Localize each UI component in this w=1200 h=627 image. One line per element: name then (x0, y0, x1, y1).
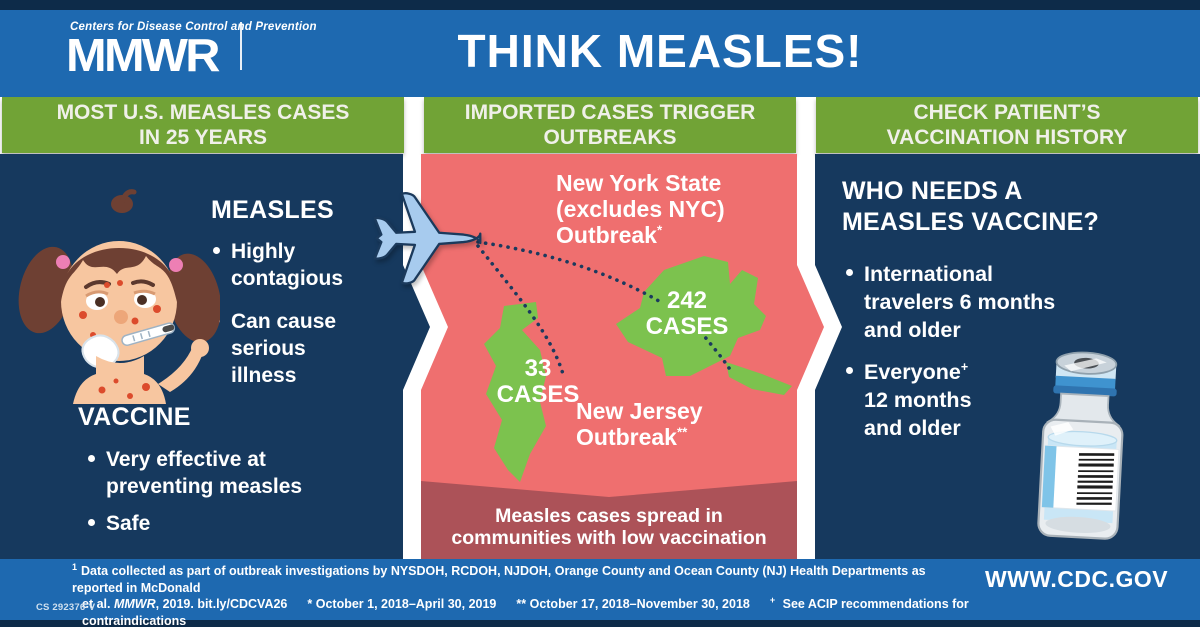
measles-heading: MEASLES (211, 196, 334, 224)
column-header-middle-line1: IMPORTED CASES TRIGGER (464, 101, 756, 124)
journal-name: MMWR (113, 597, 156, 611)
footnote: 1 Data collected as part of outbreak inve… (72, 561, 972, 627)
document-id: CS 292376-V (36, 602, 96, 613)
acip-note: See ACIP recommendations for contraindic… (82, 597, 969, 627)
low-vaccination-banner: Measles cases spread in communities with… (421, 481, 797, 559)
vaccine-who-bullet-1: International travelers 6 months and old… (846, 260, 1055, 344)
measles-bullet-2: Can cause serious illness (213, 308, 336, 389)
vaccine-bullet-1: Very effective at preventing measles (88, 446, 302, 500)
footnote-1-marker: 1 (72, 561, 78, 572)
right-panel-background (815, 154, 1200, 559)
top-strip (0, 0, 1200, 10)
column-header-middle-line2: OUTBREAKS (543, 126, 677, 149)
bullet-dot (846, 269, 853, 276)
footer-band (0, 559, 1200, 620)
bottom-strip (0, 620, 1200, 627)
header-band (0, 10, 1200, 97)
column-header-left-line2: IN 25 YEARS (139, 126, 267, 149)
footnote-line-2: et al. MMWR, 2019. bit.ly/CDCVA26 * Octob… (82, 594, 969, 627)
bullet-dot (88, 519, 95, 526)
column-header-middle: IMPORTED CASES TRIGGER OUTBREAKS (424, 97, 796, 153)
vaccine-vial-icon (1037, 351, 1124, 540)
vaccine-who-bullet-2: Everyone+ 12 months and older (846, 358, 972, 442)
column-header-right: CHECK PATIENT’S VACCINATION HISTORY (816, 97, 1198, 153)
page-title: THINK MEASLES! (457, 25, 863, 77)
ny-outbreak-label: New York State (excludes NYC) Outbreak* (556, 170, 725, 248)
bullet-dot (88, 455, 95, 462)
mmwr-logo: MMWR (66, 29, 221, 81)
airplane-icon (373, 192, 482, 285)
ny-footnote-marker: * (656, 222, 663, 238)
measles-bullet-1: Highly contagious (213, 238, 343, 292)
nj-outbreak-label: New Jersey Outbreak** (576, 398, 703, 450)
footnote-dates-2: ** October 17, 2018–November 30, 2018 (516, 597, 750, 611)
footnote-line-1: 1 Data collected as part of outbreak inve… (72, 561, 926, 595)
column-header-right-line2: VACCINATION HISTORY (886, 126, 1128, 149)
column-header-left: MOST U.S. MEASLES CASES IN 25 YEARS (2, 97, 404, 153)
everyone-footnote-marker: + (960, 359, 969, 374)
column-header-left-line1: MOST U.S. MEASLES CASES (56, 101, 350, 124)
vaccine-heading: VACCINE (78, 403, 191, 431)
nj-footnote-marker: ** (676, 424, 688, 440)
vaccine-bullet-2: Safe (88, 510, 150, 537)
who-needs-vaccine-heading: WHO NEEDS A MEASLES VACCINE? (842, 177, 1099, 236)
ny-cases-count: 242 CASES (645, 287, 729, 340)
agency-line: Centers for Disease Control and Preventi… (70, 21, 317, 33)
logo-divider (240, 22, 242, 70)
acip-note-marker: + (769, 594, 776, 605)
cdc-url: WWW.CDC.GOV (985, 566, 1169, 592)
banner-text: Measles cases spread in communities with… (451, 505, 767, 549)
bullet-dot (213, 247, 220, 254)
left-panel-background (0, 154, 430, 559)
column-header-right-line1: CHECK PATIENT’S (913, 101, 1101, 124)
footnote-dates-1: * October 1, 2018–April 30, 2019 (307, 597, 497, 611)
bullet-dot (846, 367, 853, 374)
girl-with-measles-illustration (18, 189, 220, 404)
